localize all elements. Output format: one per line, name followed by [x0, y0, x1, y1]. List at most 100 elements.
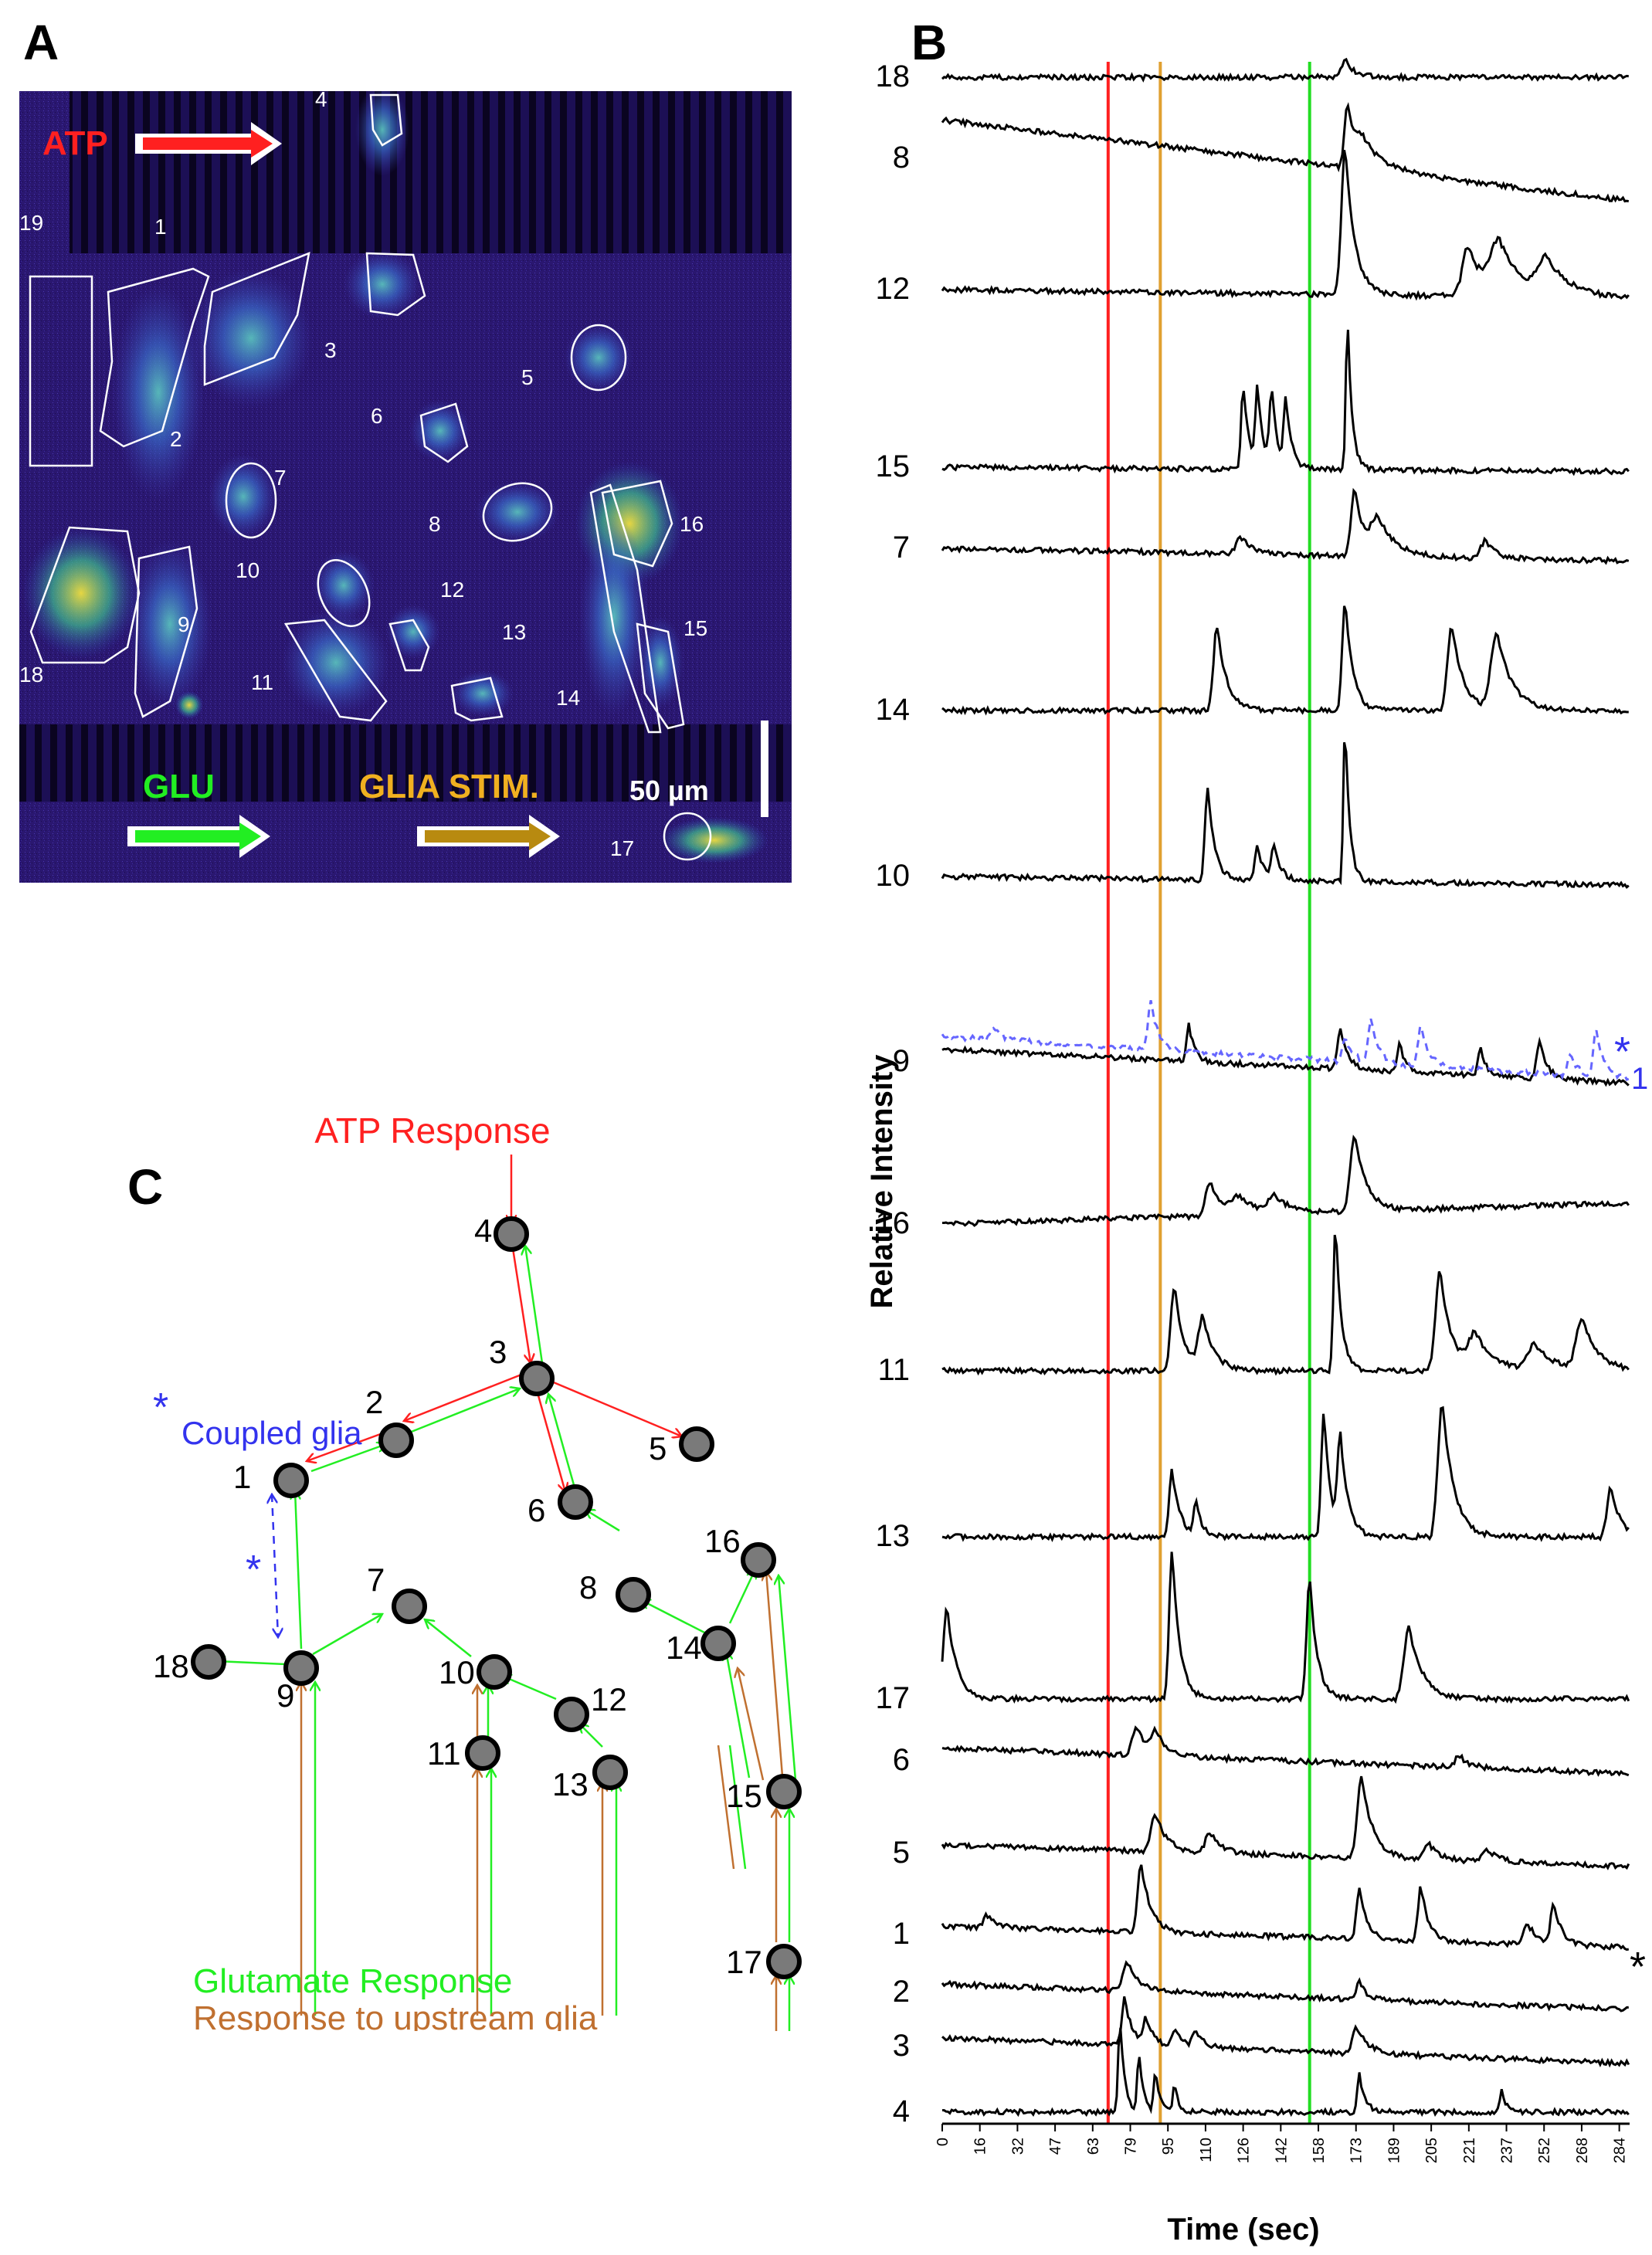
glia-stim-flow-arrow — [417, 815, 560, 858]
top-microchannel-array — [70, 91, 792, 253]
cell-label-8: 8 — [429, 512, 441, 536]
x-tick-label: 221 — [1461, 2138, 1478, 2163]
trace-cell-16 — [942, 1134, 1630, 1227]
x-tick-label: 284 — [1612, 2138, 1629, 2163]
trace-cell-13 — [941, 1406, 1630, 1542]
node-15 — [766, 1774, 802, 1809]
trace-label-12: 12 — [876, 272, 911, 306]
x-tick-label: 173 — [1348, 2138, 1365, 2163]
network-diagram-panel: ATP Response — [116, 1081, 811, 2037]
node-8 — [616, 1577, 651, 1612]
node-label-3: 3 — [489, 1334, 507, 1370]
node-label-17: 17 — [726, 1944, 762, 1980]
node-label-8: 8 — [579, 1569, 597, 1606]
x-tick-label: 142 — [1273, 2138, 1290, 2163]
micrograph-svg: ATP GLU GLIA STIM. 50 µm 123456789101112… — [19, 83, 792, 883]
trace-label-2: 2 — [893, 1975, 910, 2009]
trace-cell-14 — [941, 605, 1629, 716]
x-tick-label: 47 — [1047, 2138, 1064, 2155]
node-5 — [679, 1426, 714, 1462]
glu-label: GLU — [143, 768, 215, 805]
network-edges — [216, 1155, 797, 2031]
trace-label-5: 5 — [893, 1836, 910, 1870]
cell-label-4: 4 — [315, 91, 327, 111]
node-18 — [191, 1644, 226, 1680]
glu-flow-arrow — [127, 815, 270, 858]
node-label-5: 5 — [649, 1430, 667, 1467]
x-tick-label: 205 — [1423, 2138, 1440, 2163]
coupled-trace-asterisk: * — [1614, 1029, 1630, 1075]
node-12 — [554, 1697, 589, 1732]
node-9 — [283, 1650, 319, 1686]
trace-cell-15 — [941, 329, 1630, 476]
node-10 — [477, 1654, 512, 1690]
cell-label-16: 16 — [680, 512, 704, 536]
cell-label-12: 12 — [440, 578, 464, 602]
trace-coupled-1 — [941, 1000, 1630, 1081]
cell-label-9: 9 — [178, 612, 190, 636]
atp-flow-arrow — [135, 122, 282, 165]
node-label-6: 6 — [527, 1492, 545, 1528]
trace-cell-9 — [941, 1022, 1630, 1087]
panel-c-letter: C — [127, 1159, 164, 1215]
trace-label-9: 9 — [893, 1044, 910, 1078]
trace-label-7: 7 — [893, 531, 910, 565]
trace-cell-17 — [941, 1551, 1630, 1704]
node-13 — [592, 1755, 628, 1790]
node-1 — [273, 1463, 309, 1498]
x-tick-label: 32 — [1009, 2138, 1026, 2155]
coupled-glia-asterisk: * — [153, 1385, 168, 1430]
node-label-10: 10 — [439, 1654, 475, 1690]
y-axis-label: Relative Intensity — [865, 1054, 899, 1309]
x-tick-label: 63 — [1085, 2138, 1102, 2155]
cell-label-3: 3 — [324, 338, 337, 362]
node-label-15: 15 — [726, 1778, 762, 1814]
node-label-2: 2 — [365, 1384, 383, 1420]
cell-label-18: 18 — [19, 663, 43, 687]
node-2 — [378, 1423, 414, 1458]
network-diagram: ATP Response — [153, 1111, 802, 2037]
traces-panel: 18 8 12 15 7 14 10 9 16 11 13 17 6 5 1 2 3 4 0 16 32 47 63 79 9… — [857, 23, 1652, 2251]
trace-cell-2 — [941, 1960, 1629, 2013]
glia-stim-label: GLIA STIM. — [359, 768, 539, 805]
panel-a-letter: A — [23, 15, 59, 70]
trace-label-13: 13 — [876, 1519, 911, 1553]
glutamate-response-label: Glutamate Response — [193, 1962, 512, 2000]
trace-cell-1 — [941, 1864, 1630, 1952]
x-tick-label: 79 — [1123, 2138, 1140, 2155]
cell-label-1: 1 — [154, 215, 167, 239]
scale-bar-label: 50 µm — [629, 775, 709, 806]
trace-label-11: 11 — [877, 1353, 910, 1387]
node-6 — [558, 1484, 593, 1520]
x-tick-label: 237 — [1499, 2138, 1516, 2163]
trace-label-18: 18 — [876, 59, 911, 93]
x-axis-label: Time (sec) — [1167, 2213, 1319, 2247]
trace-label-6: 6 — [893, 1743, 910, 1777]
upstream-response-label: Response to upstream glia — [193, 1999, 598, 2031]
cell-label-15: 15 — [684, 616, 707, 640]
x-tick-label: 110 — [1198, 2138, 1215, 2162]
cell-label-17: 17 — [610, 836, 634, 860]
cell-label-13: 13 — [502, 620, 526, 644]
cell-label-11: 11 — [251, 670, 273, 694]
node-7 — [392, 1589, 427, 1624]
trace-label-1: 1 — [893, 1917, 910, 1951]
x-tick-label: 126 — [1236, 2138, 1253, 2163]
node-3 — [519, 1361, 555, 1396]
cell-label-7: 7 — [274, 466, 287, 490]
x-tick-label: 95 — [1160, 2138, 1177, 2155]
node-4 — [494, 1216, 529, 1252]
panel-b-letter: B — [911, 15, 948, 70]
atp-label: ATP — [42, 124, 108, 162]
micrograph-panel: ATP GLU GLIA STIM. 50 µm 1 2 3 4 5 6 7 8 9 10 11 12… — [19, 83, 792, 883]
coupled-trace-label: 1 — [1631, 1062, 1648, 1096]
node-label-14: 14 — [666, 1629, 702, 1666]
cell-label-6: 6 — [371, 404, 383, 428]
trace-label-10: 10 — [876, 859, 911, 893]
node-14 — [700, 1626, 736, 1661]
trace-cell-10 — [941, 742, 1630, 889]
x-tick-label: 189 — [1386, 2138, 1403, 2163]
node-label-18: 18 — [153, 1648, 189, 1684]
